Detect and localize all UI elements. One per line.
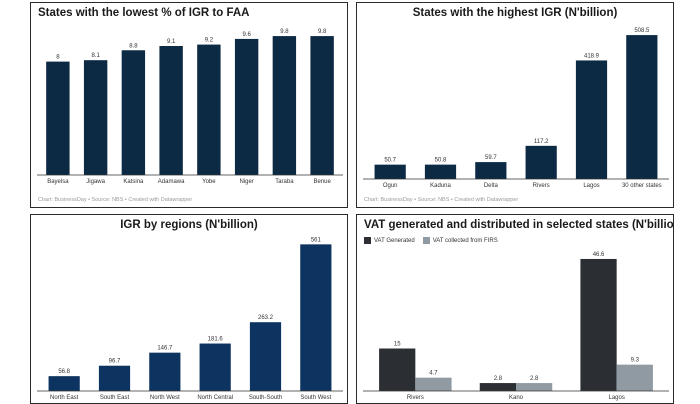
legend-item-vat-generated: VAT Generated xyxy=(364,237,415,244)
bar xyxy=(479,383,516,391)
x-tick-label: Adamawa xyxy=(158,179,185,185)
bar-value-label: 8.8 xyxy=(129,43,138,49)
bar xyxy=(272,36,297,176)
x-tick-label: Benue xyxy=(313,179,331,185)
bar-value-label: 59.7 xyxy=(485,155,497,161)
bar-value-label: 418.9 xyxy=(584,53,600,59)
bar xyxy=(516,383,553,391)
bar xyxy=(197,44,221,176)
chart-title: States with the highest IGR (N'billion) xyxy=(412,7,618,19)
bar xyxy=(525,145,557,179)
bar xyxy=(98,365,131,391)
x-tick-label: North East xyxy=(50,395,79,401)
bar-value-label: 50.7 xyxy=(384,158,396,164)
x-tick-label: Ogun xyxy=(383,183,398,189)
bar xyxy=(616,364,653,391)
bar-value-label: 263.2 xyxy=(258,315,274,321)
x-tick-label: North West xyxy=(150,395,180,401)
bar xyxy=(83,60,108,176)
bar xyxy=(149,352,181,391)
bar-value-label: 46.6 xyxy=(593,252,605,258)
bar-value-label: 2.8 xyxy=(530,376,539,382)
bar xyxy=(300,244,332,391)
x-tick-label: Kano xyxy=(509,395,524,401)
bar xyxy=(374,164,406,179)
x-tick-label: Delta xyxy=(484,183,499,189)
bar xyxy=(46,61,70,175)
bar xyxy=(575,60,608,179)
grouped-bar-chart-vat: 15 4.7 Rivers 2.8 2.8 Kano 46.6 9.3 Lagos xyxy=(363,252,669,401)
bar-chart-lowest-igr-to-faa: 8 Bayelsa 8.1 Jigawa 8.8 Katsina 9.1 Adamawa 9.2… xyxy=(37,29,343,185)
bar-value-label: 146.7 xyxy=(157,346,173,352)
chart-panel-igr-by-regions: IGR by regions (N'billion) 56.8 North Eas… xyxy=(30,214,348,404)
bar-value-label: 117.2 xyxy=(534,139,549,145)
bar-chart-igr-by-regions: 56.8 North East 96.7 South East 146.7 North W… xyxy=(37,237,343,401)
bar-value-label: 9.8 xyxy=(318,29,327,35)
chart-panel-vat-distribution: VAT generated and distributed in selecte… xyxy=(356,214,674,404)
x-tick-label: Jigawa xyxy=(86,179,105,185)
chart-footer: Chart: BusinessDay • Source: NBS • Creat… xyxy=(364,197,519,203)
x-tick-label: Kaduna xyxy=(430,183,451,189)
x-tick-label: North Central xyxy=(197,395,233,401)
x-tick-label: South West xyxy=(300,395,331,401)
x-tick-label: Niger xyxy=(239,179,253,185)
bar xyxy=(580,258,617,391)
bar-chart-highest-igr: 50.7 Ogun 50.8 Kaduna 59.7 Delta 117.2 Rivers 41… xyxy=(363,28,669,189)
bar-value-label: 9.1 xyxy=(167,39,176,45)
bar xyxy=(249,322,282,391)
legend-label: VAT Generated xyxy=(374,237,415,244)
x-tick-label: Yobe xyxy=(202,179,216,185)
legend-swatch xyxy=(422,237,430,244)
bar-value-label: 181.6 xyxy=(208,337,224,343)
bar-value-label: 9.8 xyxy=(280,29,289,35)
legend-label: VAT collected from FIRS xyxy=(432,237,498,244)
bar xyxy=(48,376,80,391)
bar-value-label: 9.6 xyxy=(242,32,251,38)
x-tick-label: Katsina xyxy=(123,179,144,185)
bar xyxy=(379,348,416,391)
bar-value-label: 96.7 xyxy=(109,359,121,365)
chart-title: States with the lowest % of IGR to FAA xyxy=(38,7,250,19)
x-tick-label: Bayelsa xyxy=(47,179,69,185)
bar xyxy=(415,377,452,391)
x-tick-label: 30 other states xyxy=(622,183,662,189)
bar xyxy=(159,46,183,176)
bar-value-label: 8.1 xyxy=(91,53,100,59)
x-tick-label: Taraba xyxy=(275,179,294,185)
bar xyxy=(121,50,146,176)
bar xyxy=(199,343,231,391)
bar-value-label: 4.7 xyxy=(429,371,438,377)
bar-value-label: 9.3 xyxy=(631,358,640,364)
bar-value-label: 8 xyxy=(56,55,60,61)
bar xyxy=(234,38,259,175)
legend-item-vat-collected: VAT collected from FIRS xyxy=(422,237,498,244)
bar-value-label: 50.8 xyxy=(435,158,447,164)
bar-value-label: 561 xyxy=(311,237,322,243)
x-tick-label: Rivers xyxy=(407,395,424,401)
x-tick-label: Lagos xyxy=(608,395,624,401)
x-tick-label: South East xyxy=(100,395,130,401)
chart-legend: VAT Generated VAT collected from FIRS xyxy=(364,237,498,244)
bar-value-label: 56.8 xyxy=(58,369,70,375)
bar-value-label: 2.8 xyxy=(494,376,503,382)
bar xyxy=(310,36,334,176)
chart-title: IGR by regions (N'billion) xyxy=(120,219,258,231)
bar-value-label: 508.5 xyxy=(634,28,650,34)
bar xyxy=(424,164,457,179)
x-tick-label: Lagos xyxy=(583,183,599,189)
chart-panel-lowest-igr-to-faa: States with the lowest % of IGR to FAA 8… xyxy=(30,2,348,208)
bar-value-label: 9.2 xyxy=(205,38,214,44)
chart-title: VAT generated and distributed in selecte… xyxy=(364,219,674,231)
bar xyxy=(475,162,507,179)
chart-panel-highest-igr: States with the highest IGR (N'billion) … xyxy=(356,2,674,208)
x-tick-label: Rivers xyxy=(533,183,550,189)
chart-footer: Chart: BusinessDay • Source: NBS • Creat… xyxy=(38,197,193,203)
bar-value-label: 15 xyxy=(394,342,401,348)
bar xyxy=(626,35,658,180)
x-tick-label: South-South xyxy=(249,395,282,401)
legend-swatch xyxy=(364,237,371,244)
